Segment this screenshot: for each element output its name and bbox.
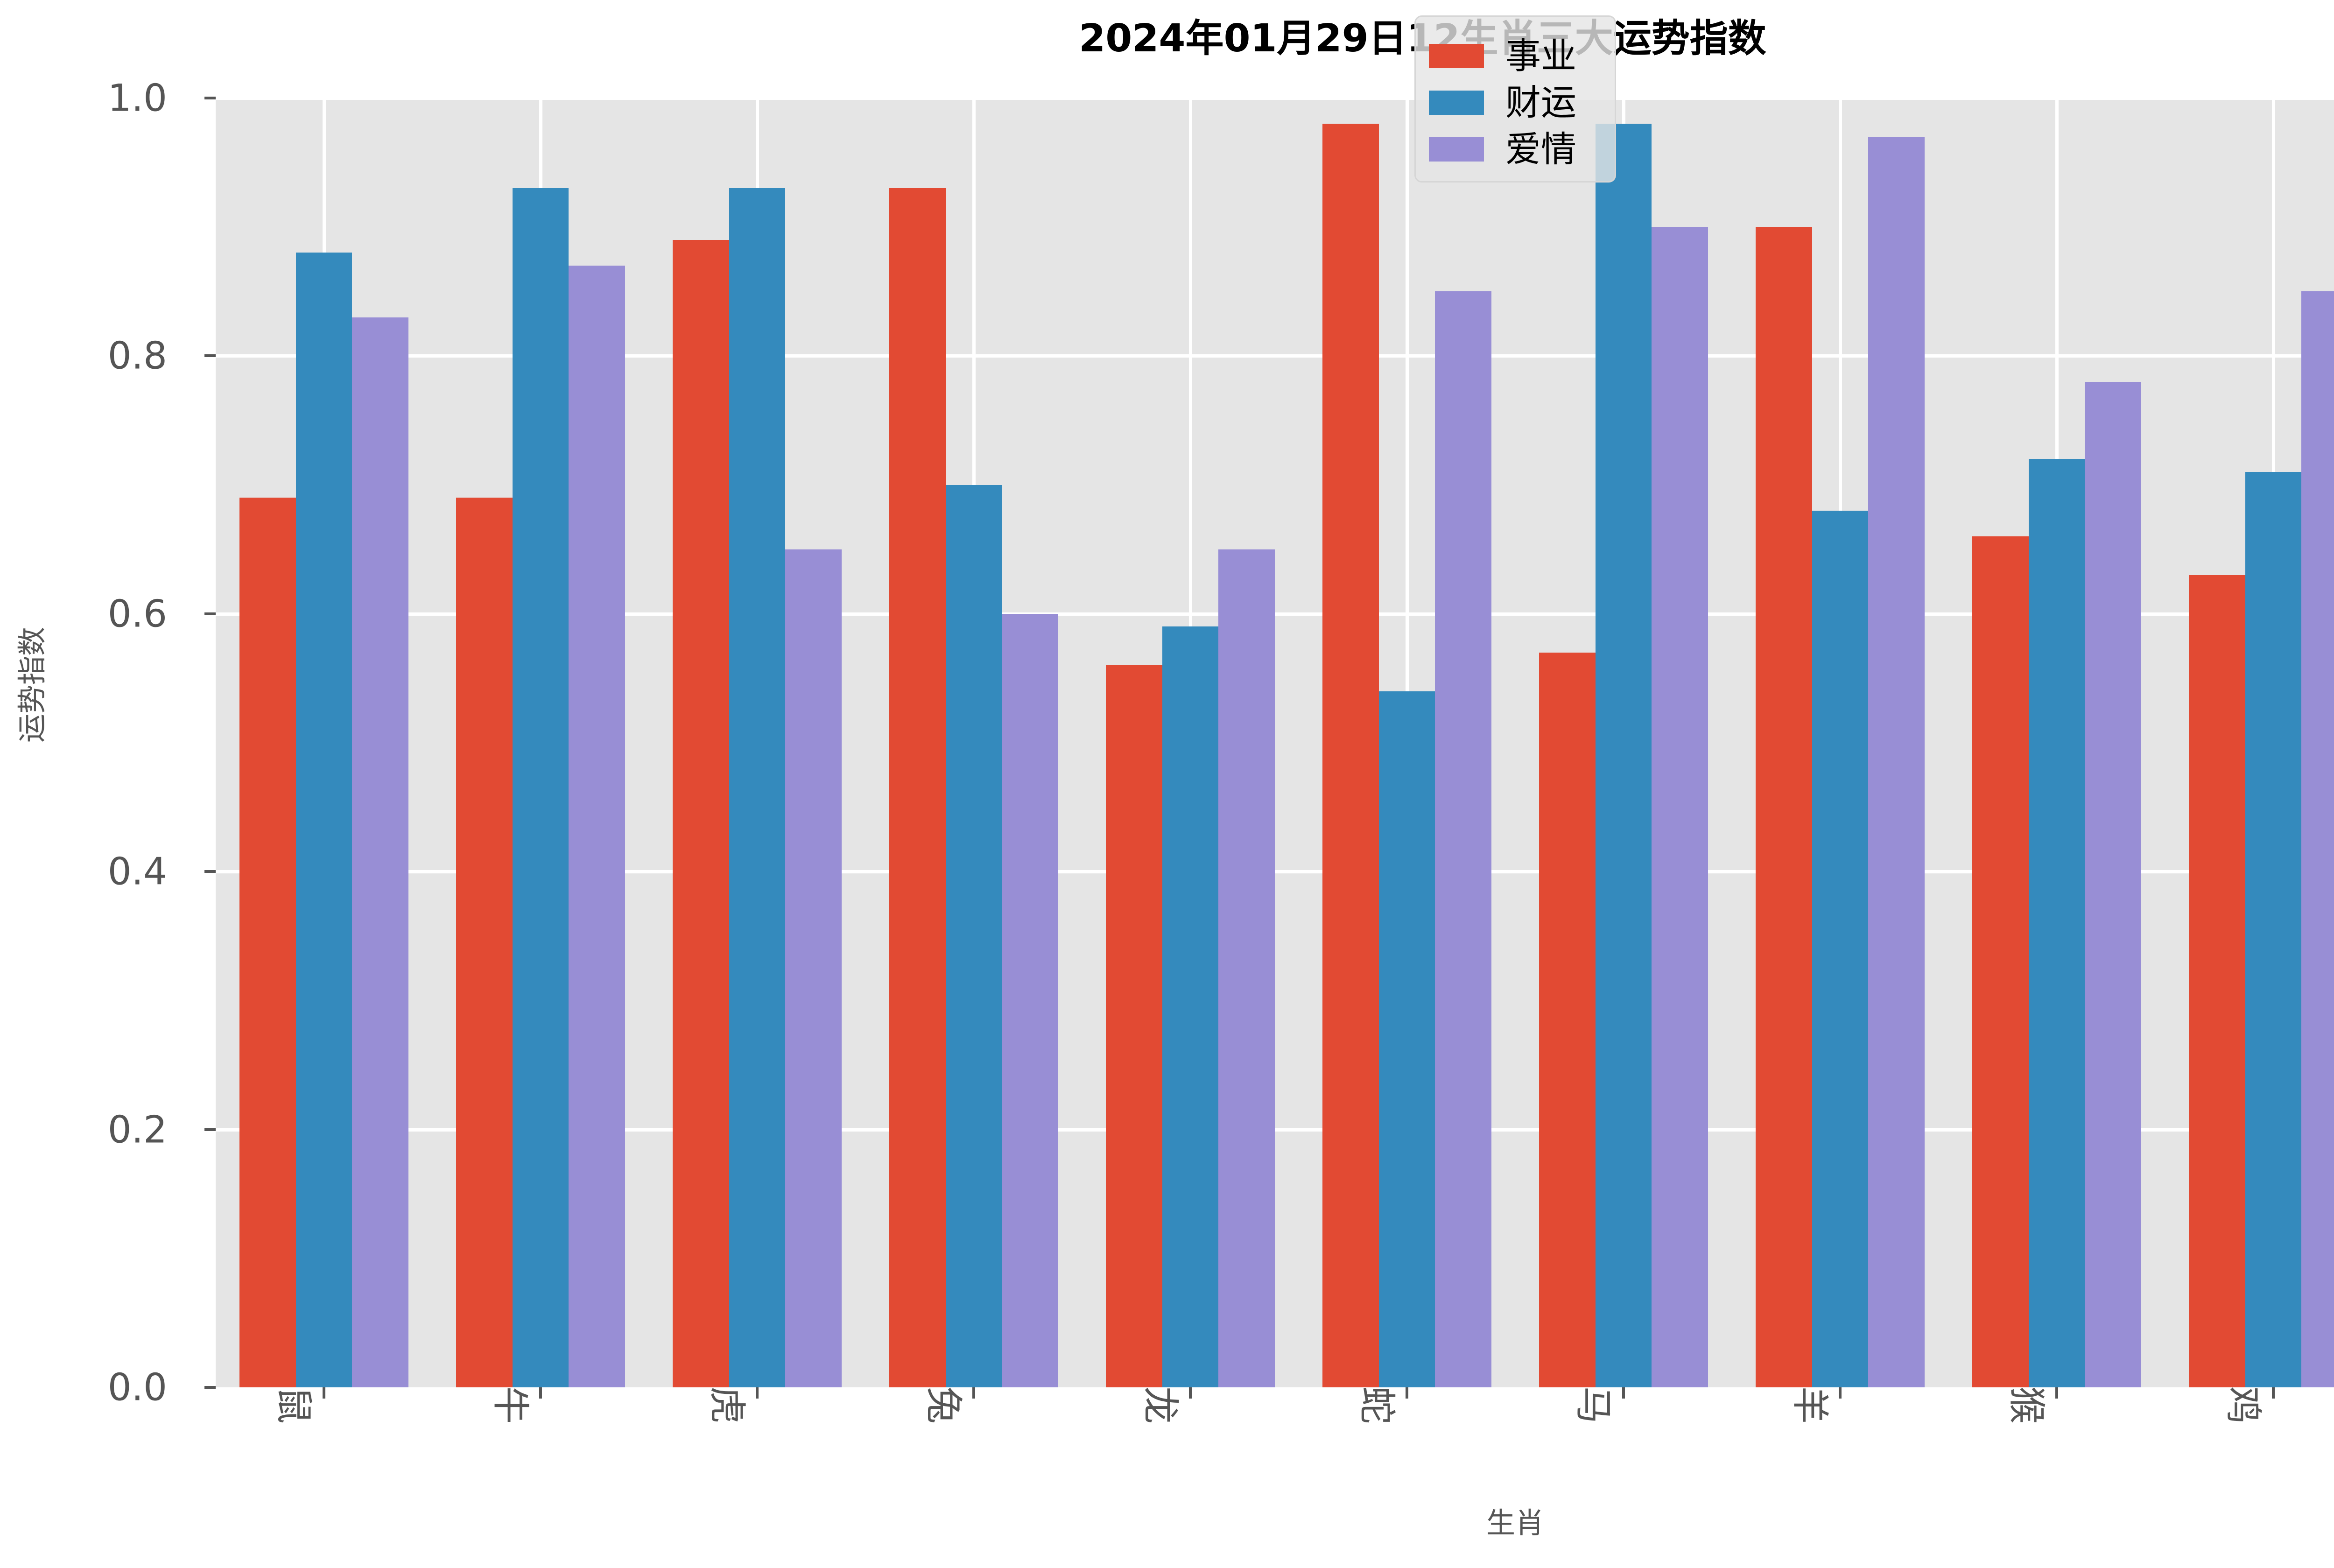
y-tick-label: 0.8 (107, 334, 167, 378)
legend-label: 事业 (1505, 35, 1576, 77)
gridline-horizontal (216, 870, 2334, 874)
bar-鼠-事业[interactable] (239, 498, 296, 1387)
bar-蛇-财运[interactable] (1378, 691, 1435, 1387)
legend-item-事业[interactable]: 事业 (1416, 33, 1615, 79)
bar-group (2189, 98, 2334, 1387)
bar-group (239, 98, 408, 1387)
bar-羊-财运[interactable] (1812, 510, 1869, 1387)
bar-兔-事业[interactable] (889, 188, 946, 1387)
bar-猴-事业[interactable] (1972, 536, 2029, 1387)
legend-item-爱情[interactable]: 爱情 (1416, 126, 1615, 173)
x-tick-label-牛: 牛 (489, 1386, 532, 1424)
y-tick-mark (204, 354, 216, 358)
x-tick-mark (2272, 1387, 2275, 1399)
x-tick-mark (539, 1387, 542, 1399)
legend-swatch-icon (1429, 91, 1484, 115)
y-tick-mark (204, 870, 216, 873)
bar-group (1322, 98, 1491, 1387)
x-tick-mark (756, 1387, 759, 1399)
bar-猴-爱情[interactable] (2085, 381, 2141, 1387)
x-tick-label-蛇: 蛇 (1355, 1386, 1399, 1424)
y-axis-title: 运势指数 (15, 626, 49, 743)
x-tick-mark (1839, 1387, 1842, 1399)
gridline-horizontal (216, 612, 2334, 616)
bar-猴-财运[interactable] (2028, 459, 2085, 1387)
gridline-horizontal (216, 354, 2334, 358)
x-tick-mark (323, 1387, 325, 1399)
y-axis-tick-labels: 0.0 0.2 0.4 0.6 0.8 1.0 (0, 77, 187, 1409)
chart-title: 2024年01月29日12生肖三大运势指数 (0, 17, 2334, 60)
bar-羊-爱情[interactable] (1868, 136, 1925, 1387)
bar-牛-事业[interactable] (456, 498, 513, 1387)
bar-蛇-爱情[interactable] (1435, 291, 1491, 1387)
bar-牛-财运[interactable] (512, 188, 569, 1387)
x-tick-label-兔: 兔 (922, 1386, 965, 1424)
bar-羊-事业[interactable] (1756, 227, 1812, 1387)
bar-鸡-财运[interactable] (2245, 471, 2302, 1387)
x-tick-label-龙: 龙 (1139, 1386, 1182, 1424)
y-tick-mark (204, 612, 216, 615)
y-tick-label: 1.0 (107, 76, 167, 120)
x-tick-label-猴: 猴 (2005, 1386, 2048, 1424)
x-tick-label-鸡: 鸡 (2222, 1386, 2265, 1424)
x-tick-mark (1622, 1387, 1625, 1399)
legend-item-财运[interactable]: 财运 (1416, 79, 1615, 126)
x-axis-title: 生肖 (1486, 1506, 1544, 1540)
x-tick-mark (972, 1387, 975, 1399)
bar-马-财运[interactable] (1595, 124, 1652, 1387)
x-tick-mark (2055, 1387, 2058, 1399)
y-tick-label: 0.0 (107, 1365, 167, 1409)
bar-group (1972, 98, 2141, 1387)
x-tick-label-马: 马 (1572, 1386, 1615, 1424)
bar-鼠-爱情[interactable] (352, 317, 408, 1387)
bar-虎-爱情[interactable] (785, 549, 842, 1387)
legend-swatch-icon (1429, 44, 1484, 68)
x-tick-mark (1189, 1387, 1192, 1399)
x-axis-tick-labels: 鼠牛虎兔龙蛇马羊猴鸡狗猪 (216, 1386, 2334, 1503)
x-tick-label-鼠: 鼠 (272, 1386, 316, 1424)
legend-label: 爱情 (1505, 128, 1576, 170)
bar-group (1539, 98, 1708, 1387)
bar-鼠-财运[interactable] (295, 253, 352, 1387)
bar-兔-爱情[interactable] (1002, 613, 1058, 1387)
bar-group (673, 98, 842, 1387)
y-tick-label: 0.4 (107, 850, 167, 893)
gridline-horizontal (216, 98, 2334, 100)
chart-legend: 事业 财运 爱情 (1414, 15, 1616, 183)
bar-马-爱情[interactable] (1652, 227, 1708, 1387)
bar-group (1756, 98, 1925, 1387)
bar-鸡-爱情[interactable] (2301, 291, 2334, 1387)
legend-swatch-icon (1429, 137, 1484, 162)
bar-龙-爱情[interactable] (1218, 549, 1275, 1387)
bar-兔-财运[interactable] (945, 485, 1002, 1387)
gridline-horizontal (216, 1128, 2334, 1132)
bar-龙-财运[interactable] (1162, 626, 1219, 1387)
x-tick-label-羊: 羊 (1788, 1386, 1832, 1424)
x-tick-label-虎: 虎 (705, 1386, 749, 1424)
bar-group (1106, 98, 1275, 1387)
legend-label: 财运 (1505, 82, 1576, 123)
bar-蛇-事业[interactable] (1322, 124, 1379, 1387)
plot-clip (216, 98, 2334, 1387)
bar-group (456, 98, 625, 1387)
bar-牛-爱情[interactable] (569, 266, 625, 1387)
y-tick-mark (204, 97, 216, 99)
bar-group (889, 98, 1058, 1387)
bar-虎-财运[interactable] (729, 188, 786, 1387)
x-tick-mark (1406, 1387, 1408, 1399)
plot-area (204, 97, 2334, 1399)
y-tick-label: 0.6 (107, 592, 167, 636)
y-tick-label: 0.2 (107, 1108, 167, 1152)
bar-虎-事业[interactable] (673, 239, 729, 1387)
y-tick-mark (204, 1128, 216, 1131)
bar-鸡-事业[interactable] (2189, 575, 2245, 1387)
bar-龙-事业[interactable] (1106, 665, 1162, 1387)
y-tick-mark (204, 1386, 216, 1389)
bar-马-事业[interactable] (1539, 652, 1596, 1387)
